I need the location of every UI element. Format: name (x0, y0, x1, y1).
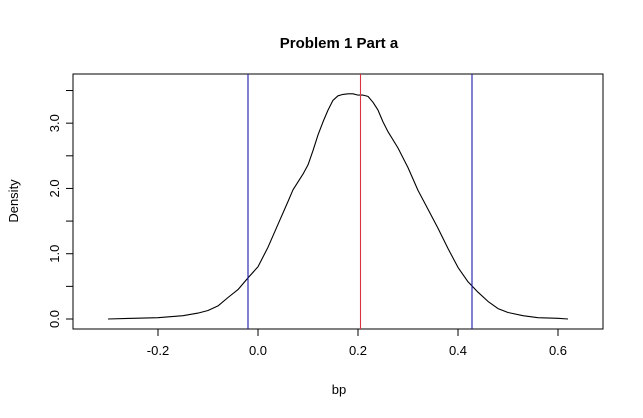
y-tick-label: 2.0 (47, 179, 62, 197)
y-tick-label: 3.0 (47, 114, 62, 132)
density-curve-group (107, 93, 569, 320)
x-tick-label: 0.0 (249, 343, 267, 358)
y-tick-label: 0.0 (47, 310, 62, 328)
density-curve (107, 93, 569, 320)
x-tick-label: -0.2 (147, 343, 169, 358)
x-tick-label: 0.6 (549, 343, 567, 358)
reference-lines (247, 74, 473, 329)
x-axis-label: bp (332, 382, 346, 397)
x-tick-label: 0.4 (449, 343, 467, 358)
x-axis: -0.2 0.0 0.2 0.4 0.6 (147, 328, 567, 358)
plot-frame (72, 73, 604, 330)
y-axis-label: Density (6, 179, 21, 223)
y-axis: 0.0 1.0 2.0 3.0 (47, 90, 74, 328)
y-tick-label: 1.0 (47, 245, 62, 263)
x-tick-label: 0.2 (349, 343, 367, 358)
chart-title: Problem 1 Part a (280, 35, 399, 52)
